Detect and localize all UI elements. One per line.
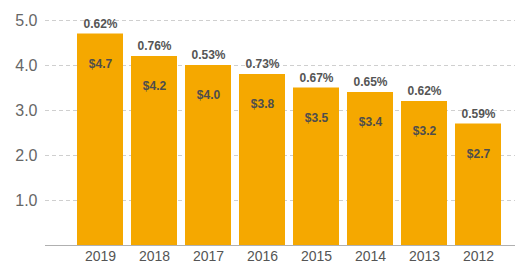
svg-text:0.73%: 0.73% — [245, 57, 279, 71]
svg-text:0.65%: 0.65% — [353, 75, 387, 89]
svg-text:$4.2: $4.2 — [143, 79, 167, 93]
svg-text:$3.4: $3.4 — [359, 115, 383, 129]
svg-text:$3.5: $3.5 — [305, 111, 329, 125]
svg-text:$3.8: $3.8 — [251, 97, 275, 111]
svg-text:$2.7: $2.7 — [467, 147, 491, 161]
svg-text:4.0: 4.0 — [15, 57, 37, 74]
svg-text:2015: 2015 — [301, 248, 332, 264]
svg-text:2.0: 2.0 — [15, 147, 37, 164]
svg-text:$3.2: $3.2 — [413, 124, 437, 138]
svg-text:$4.7: $4.7 — [89, 57, 113, 71]
svg-text:1.0: 1.0 — [15, 192, 37, 209]
svg-text:0.53%: 0.53% — [191, 48, 225, 62]
svg-text:2016: 2016 — [247, 248, 278, 264]
svg-text:2012: 2012 — [463, 248, 494, 264]
svg-text:0.62%: 0.62% — [407, 84, 441, 98]
svg-text:5.0: 5.0 — [15, 12, 37, 29]
svg-text:0.67%: 0.67% — [299, 71, 333, 85]
svg-text:$4.0: $4.0 — [197, 88, 221, 102]
svg-text:0.76%: 0.76% — [137, 39, 171, 53]
svg-text:2014: 2014 — [355, 248, 386, 264]
svg-text:0.59%: 0.59% — [461, 107, 495, 121]
svg-text:2017: 2017 — [193, 248, 224, 264]
svg-text:2018: 2018 — [139, 248, 170, 264]
svg-text:3.0: 3.0 — [15, 102, 37, 119]
svg-text:0.62%: 0.62% — [83, 17, 117, 31]
svg-text:2019: 2019 — [85, 248, 116, 264]
svg-text:2013: 2013 — [409, 248, 440, 264]
